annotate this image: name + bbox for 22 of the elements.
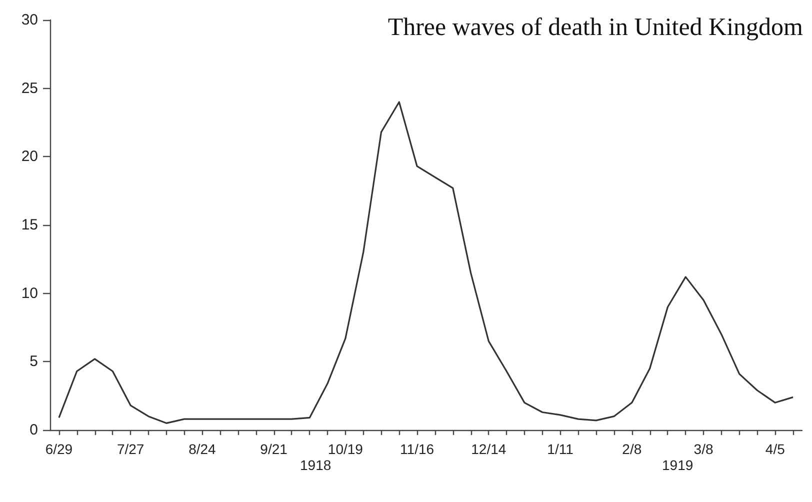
chart-title: Three waves of death in United Kingdom <box>388 14 804 41</box>
x-tick-label: 4/5 <box>765 441 786 457</box>
x-tick-label: 9/21 <box>260 441 288 457</box>
y-tick-label: 0 <box>30 422 38 438</box>
x-tick-label: 12/14 <box>471 441 506 457</box>
x-tick-label: 7/27 <box>116 441 144 457</box>
x-tick-label: 8/24 <box>188 441 216 457</box>
x-tick-label: 11/16 <box>400 441 434 457</box>
x-tick-label: 10/19 <box>328 441 364 457</box>
line-series <box>58 101 794 424</box>
y-tick-label: 10 <box>21 284 38 302</box>
x-tick-label: 6/29 <box>45 441 73 457</box>
x-tick-label: 2/8 <box>622 441 642 457</box>
y-tick-label: 25 <box>21 80 38 97</box>
y-tick-label: 30 <box>21 12 38 28</box>
text: 1919 <box>662 457 694 473</box>
text: 1918 <box>300 457 332 473</box>
y-tick-label: 15 <box>21 216 38 234</box>
x-tick-label: 3/8 <box>694 441 714 457</box>
y-tick-label: 20 <box>21 148 38 166</box>
y-tick-label: 5 <box>30 353 38 370</box>
x-tick-label: 1/11 <box>547 441 574 457</box>
